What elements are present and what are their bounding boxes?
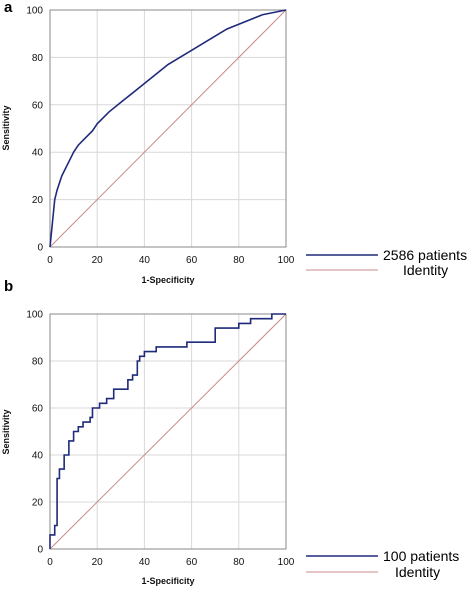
x-tick-label-100-panel-b: 100: [278, 557, 295, 568]
x-tick-labels-panel-a: 0 20 40 60 80 100: [47, 255, 295, 266]
y-tick-label-20-panel-a: 20: [32, 195, 44, 206]
y-axis-title-panel-a: Sensitivity: [1, 105, 11, 150]
panel-label-a: a: [4, 0, 13, 16]
legend-panel-a: 2586 patients Identity: [306, 247, 467, 278]
legend-label-roc-panel-b: 100 patients: [383, 548, 459, 564]
y-tick-label-40-panel-a: 40: [32, 148, 44, 159]
x-tick-label-20-panel-b: 20: [92, 557, 104, 568]
y-tick-label-40-panel-b: 40: [32, 451, 44, 462]
y-axis-title-panel-b: Sensitivity: [1, 409, 11, 454]
y-tick-label-80-panel-b: 80: [32, 357, 44, 368]
identity-line-panel-a: [49, 9, 287, 248]
y-tick-label-0-panel-a: 0: [37, 243, 43, 254]
x-tick-label-60-panel-b: 60: [186, 557, 198, 568]
x-tick-label-80-panel-a: 80: [233, 255, 245, 266]
y-tick-label-60-panel-b: 60: [32, 404, 44, 415]
x-tick-labels-panel-b: 0 20 40 60 80 100: [47, 557, 295, 568]
x-axis-title-panel-b: 1-Specificity: [141, 576, 194, 586]
plot-frame-panel-a: [49, 9, 287, 248]
plot-frame-panel-b: [49, 313, 287, 550]
legend-label-roc-panel-a: 2586 patients: [383, 247, 467, 263]
x-tick-label-100-panel-a: 100: [278, 255, 295, 266]
y-tick-label-0-panel-b: 0: [37, 545, 43, 556]
x-tick-label-40-panel-b: 40: [139, 557, 151, 568]
y-tick-label-20-panel-b: 20: [32, 498, 44, 509]
y-tick-labels-panel-b: 0 20 40 60 80 100: [26, 310, 43, 556]
legend-panel-b: 100 patients Identity: [306, 548, 459, 580]
y-tick-label-60-panel-a: 60: [32, 100, 44, 111]
legend-label-identity-panel-a: Identity: [403, 262, 448, 278]
identity-line-panel-b: [49, 313, 287, 550]
x-tick-label-0-panel-b: 0: [47, 557, 53, 568]
x-tick-label-0-panel-a: 0: [47, 255, 53, 266]
panel-a: a 0 20 40 60 80 100 0 20 40 60 80 100 1-Specificit…: [1, 0, 467, 285]
x-tick-label-80-panel-b: 80: [233, 557, 245, 568]
roc-curve-panel-a: [49, 9, 287, 248]
roc-curve-panel-b: [49, 313, 286, 549]
panel-b: b 0 20 40 60 80 100 0 20 40 60 80 100 1-Specificit…: [1, 278, 459, 586]
legend-label-identity-panel-b: Identity: [395, 564, 440, 580]
x-axis-title-panel-a: 1-Specificity: [141, 275, 194, 285]
x-tick-label-60-panel-a: 60: [186, 255, 198, 266]
y-tick-label-100-panel-a: 100: [26, 6, 43, 17]
y-tick-labels-panel-a: 0 20 40 60 80 100: [26, 6, 43, 254]
panel-label-b: b: [4, 278, 13, 295]
y-tick-label-80-panel-a: 80: [32, 53, 44, 64]
x-tick-label-40-panel-a: 40: [139, 255, 151, 266]
y-tick-label-100-panel-b: 100: [26, 310, 43, 321]
x-tick-label-20-panel-a: 20: [92, 255, 104, 266]
